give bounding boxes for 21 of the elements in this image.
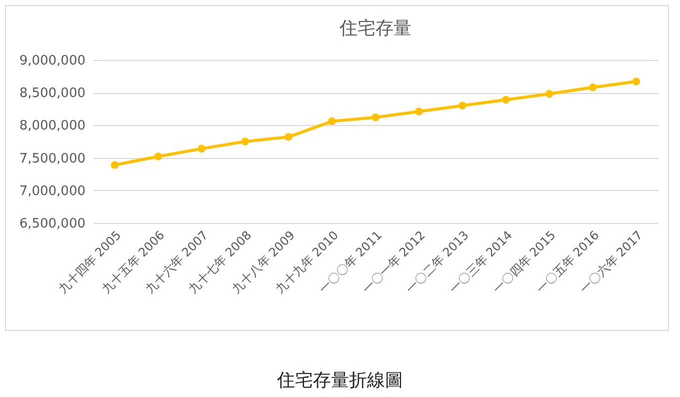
point bbox=[372, 114, 380, 122]
y-tick-label: 6,500,000 bbox=[19, 216, 86, 232]
y-tick-label: 8,500,000 bbox=[19, 86, 86, 102]
point bbox=[110, 161, 119, 169]
point bbox=[154, 152, 162, 160]
point bbox=[545, 90, 554, 98]
text: 住宅存量折線圖 bbox=[276, 369, 404, 392]
point bbox=[415, 108, 423, 116]
point bbox=[284, 133, 292, 141]
point bbox=[458, 102, 466, 110]
y-tick-label: 7,000,000 bbox=[19, 184, 86, 199]
chart-title: 住宅存量 bbox=[338, 18, 412, 39]
point bbox=[198, 144, 206, 153]
y-tick-label: 7,500,000 bbox=[19, 151, 86, 166]
point bbox=[588, 84, 597, 92]
point bbox=[328, 117, 336, 126]
point bbox=[502, 96, 510, 104]
y-tick-label: 8,000,000 bbox=[19, 118, 86, 134]
y-tick-label: 9,000,000 bbox=[19, 54, 86, 68]
point bbox=[241, 138, 249, 146]
point bbox=[632, 78, 640, 86]
